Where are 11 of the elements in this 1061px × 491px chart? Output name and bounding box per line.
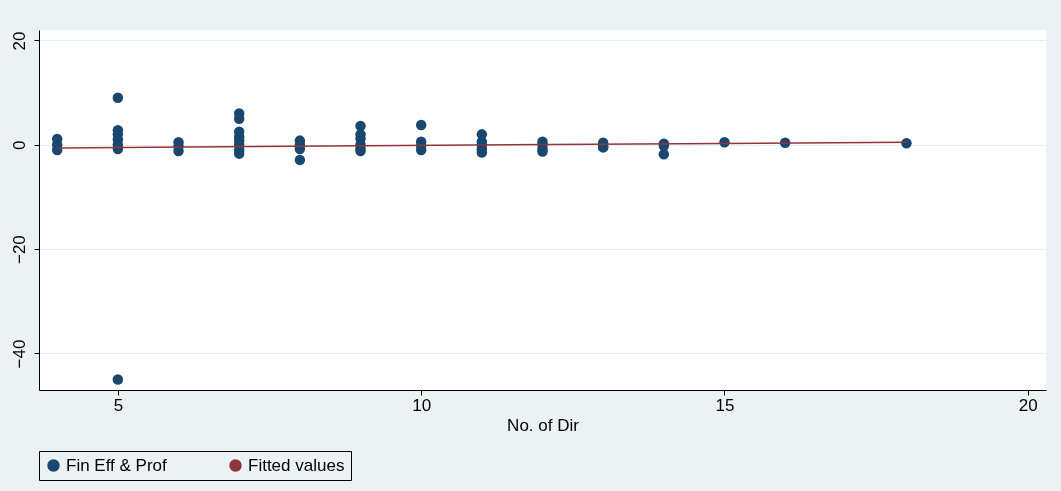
x-tick-label: 20 xyxy=(1018,395,1038,415)
legend-label: Fin Eff & Prof xyxy=(66,455,168,475)
x-tick-label: 15 xyxy=(715,395,735,415)
x-tick-label: 5 xyxy=(113,395,124,415)
y-tick-label: 20 xyxy=(9,31,29,51)
x-tick-label: 10 xyxy=(412,395,432,415)
legend-label: Fitted values xyxy=(248,455,345,475)
y-tick-label: −40 xyxy=(9,339,29,369)
y-tick-label: 0 xyxy=(9,140,29,151)
y-tick-label: −20 xyxy=(9,235,29,265)
x-axis-title: No. of Dir xyxy=(507,415,580,435)
